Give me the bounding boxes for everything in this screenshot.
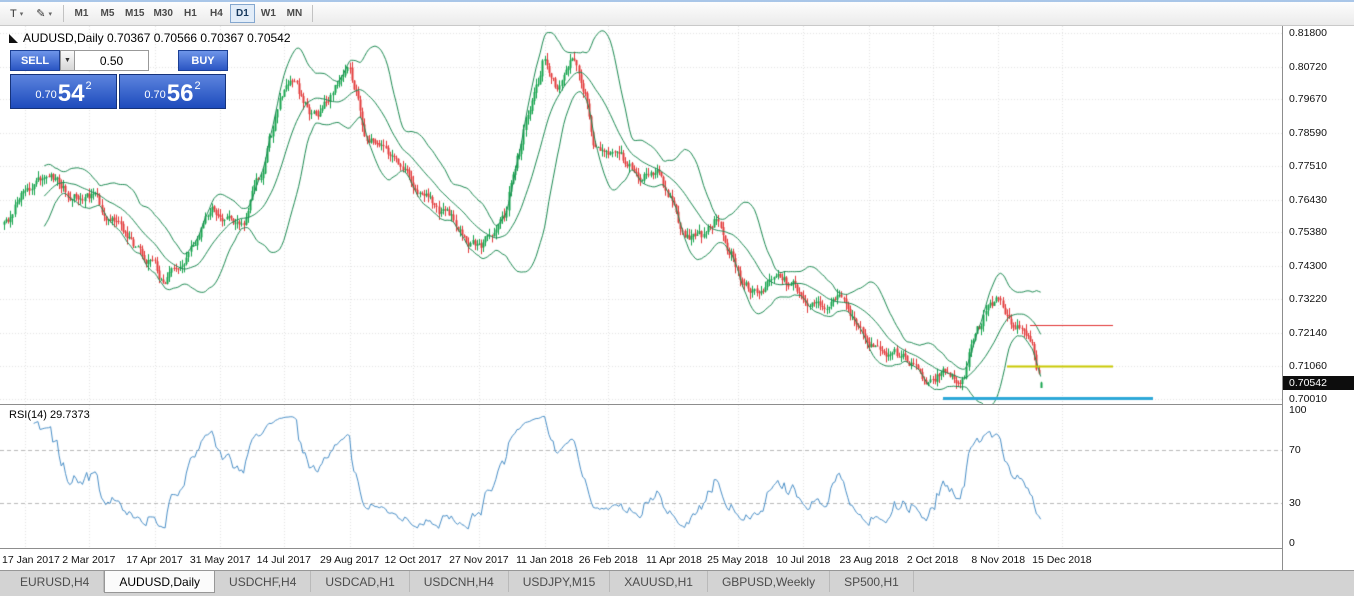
timeframe-button-mn[interactable]: MN (282, 4, 307, 23)
price-axis-label: 0.75380 (1289, 226, 1327, 239)
price-axis-label: 0.81800 (1289, 27, 1327, 40)
timeframe-button-h4[interactable]: H4 (204, 4, 229, 23)
chart-tab-usdcad-h1[interactable]: USDCAD,H1 (311, 571, 410, 592)
chart-title: AUDUSD,Daily 0.70367 0.70566 0.70367 0.7… (9, 31, 291, 45)
one-click-toggle-icon[interactable] (9, 33, 18, 43)
chart-tab-usdcnh-h4[interactable]: USDCNH,H4 (410, 571, 509, 592)
time-axis-label: 26 Feb 2018 (578, 554, 638, 566)
time-axis-label: 31 May 2017 (189, 554, 251, 566)
rsi-axis-label: 30 (1289, 497, 1301, 510)
chart-tab-gbpusd-weekly[interactable]: GBPUSD,Weekly (708, 571, 831, 592)
timeframe-button-m15[interactable]: M15 (121, 4, 148, 23)
timeframe-button-d1[interactable]: D1 (229, 4, 255, 23)
price-axis-label: 0.74300 (1289, 259, 1327, 272)
panel-splitter[interactable] (0, 404, 1282, 405)
chart-title-text: AUDUSD,Daily 0.70367 0.70566 0.70367 0.7… (23, 31, 291, 45)
chart-tab-xauusd-h1[interactable]: XAUUSD,H1 (610, 571, 708, 592)
chart-tab-sp500-h1[interactable]: SP500,H1 (830, 571, 914, 592)
price-axis-label: 0.73220 (1289, 293, 1327, 306)
time-axis-label: 23 Aug 2018 (839, 554, 899, 566)
sell-price-point: 2 (85, 80, 92, 92)
toolbar: T ▾ ✎ ▾ M1 M5 M15 M30 H1 H4 D1 W1 MN (0, 0, 1354, 26)
main-chart-canvas[interactable] (0, 26, 1282, 404)
text-tool-button[interactable]: T ▾ (4, 4, 29, 24)
pen-icon: ✎ (36, 8, 46, 20)
time-axis-label: 29 Aug 2017 (320, 554, 380, 566)
buy-price-button[interactable]: 0.70 56 2 (119, 74, 226, 109)
time-axis-label: 11 Apr 2018 (645, 554, 702, 566)
time-axis-label: 14 Jul 2017 (256, 554, 311, 566)
time-axis-label: 2 Mar 2017 (62, 554, 116, 566)
chevron-down-icon: ▾ (48, 10, 52, 18)
volume-dropdown-icon[interactable]: ▼ (60, 50, 75, 71)
time-axis-label: 17 Jan 2017 (2, 554, 60, 566)
timeframe-button-h1[interactable]: H1 (178, 4, 203, 23)
price-axis-label: 0.71060 (1289, 360, 1327, 373)
toolbar-separator (62, 5, 64, 22)
time-axis-label: 12 Oct 2017 (384, 554, 442, 566)
rsi-axis-label: 0 (1289, 537, 1295, 549)
price-axis-label: 0.77510 (1289, 160, 1327, 173)
toolbar-separator (311, 5, 313, 22)
time-axis-label: 8 Nov 2018 (971, 554, 1026, 566)
rsi-axis-label: 100 (1289, 404, 1307, 416)
text-tool-icon: T (10, 7, 17, 20)
chart-tab-usdchf-h4[interactable]: USDCHF,H4 (215, 571, 312, 592)
draw-tool-button[interactable]: ✎ ▾ (30, 4, 58, 24)
time-axis-label: 15 Dec 2018 (1032, 554, 1092, 566)
price-axis[interactable]: 0.81800 0.80720 0.79670 0.78590 0.77510 0.764… (1282, 26, 1354, 570)
time-axis[interactable]: 17 Jan 2017 2 Mar 2017 17 Apr 2017 31 May 2… (0, 548, 1282, 570)
buy-price-pips: 56 (166, 80, 194, 107)
chart-tab-audusd-daily[interactable]: AUDUSD,Daily (104, 571, 216, 593)
time-axis-label: 25 May 2018 (707, 554, 768, 566)
one-click-trading-widget: SELL ▼ BUY 0.70 54 2 0.70 56 2 (10, 50, 228, 109)
timeframe-group: M1 M5 M15 M30 H1 H4 D1 W1 MN (69, 4, 307, 23)
sell-price-prefix: 0.70 (35, 89, 57, 101)
price-axis-label: 0.76430 (1289, 193, 1327, 206)
buy-price-point: 2 (194, 80, 201, 92)
time-axis-label: 2 Oct 2018 (906, 554, 959, 566)
volume-input[interactable] (75, 50, 149, 71)
rsi-indicator-label: RSI(14) 29.7373 (9, 409, 90, 421)
chart-tab-eurusd-h4[interactable]: EURUSD,H4 (6, 571, 105, 592)
chart-tab-usdjpy-m15[interactable]: USDJPY,M15 (509, 571, 611, 592)
time-axis-label: 10 Jul 2018 (776, 554, 831, 566)
time-axis-label: 17 Apr 2017 (126, 554, 183, 566)
timeframe-button-w1[interactable]: W1 (256, 4, 281, 23)
rsi-indicator-canvas[interactable] (0, 405, 1282, 548)
timeframe-button-m5[interactable]: M5 (95, 4, 120, 23)
price-axis-label: 0.80720 (1289, 60, 1327, 73)
buy-button[interactable]: BUY (178, 50, 228, 71)
time-axis-label: 11 Jan 2018 (516, 554, 574, 566)
price-axis-label: 0.70010 (1289, 393, 1327, 406)
sell-price-button[interactable]: 0.70 54 2 (10, 74, 117, 109)
price-axis-label: 0.78590 (1289, 126, 1327, 139)
buy-price-prefix: 0.70 (144, 89, 166, 101)
price-axis-label: 0.79670 (1289, 93, 1327, 106)
time-axis-label: 27 Nov 2017 (449, 554, 509, 566)
timeframe-button-m30[interactable]: M30 (149, 4, 176, 23)
current-price-badge: 0.70542 (1283, 375, 1354, 390)
chevron-down-icon: ▾ (19, 10, 24, 18)
sell-price-pips: 54 (57, 80, 85, 107)
timeframe-button-m1[interactable]: M1 (69, 4, 94, 23)
rsi-axis-label: 70 (1289, 443, 1301, 456)
price-axis-label: 0.72140 (1289, 326, 1327, 339)
sell-button[interactable]: SELL (10, 50, 60, 71)
chart-tab-bar: EURUSD,H4 AUDUSD,Daily USDCHF,H4 USDCAD,H1 U… (0, 570, 1354, 596)
